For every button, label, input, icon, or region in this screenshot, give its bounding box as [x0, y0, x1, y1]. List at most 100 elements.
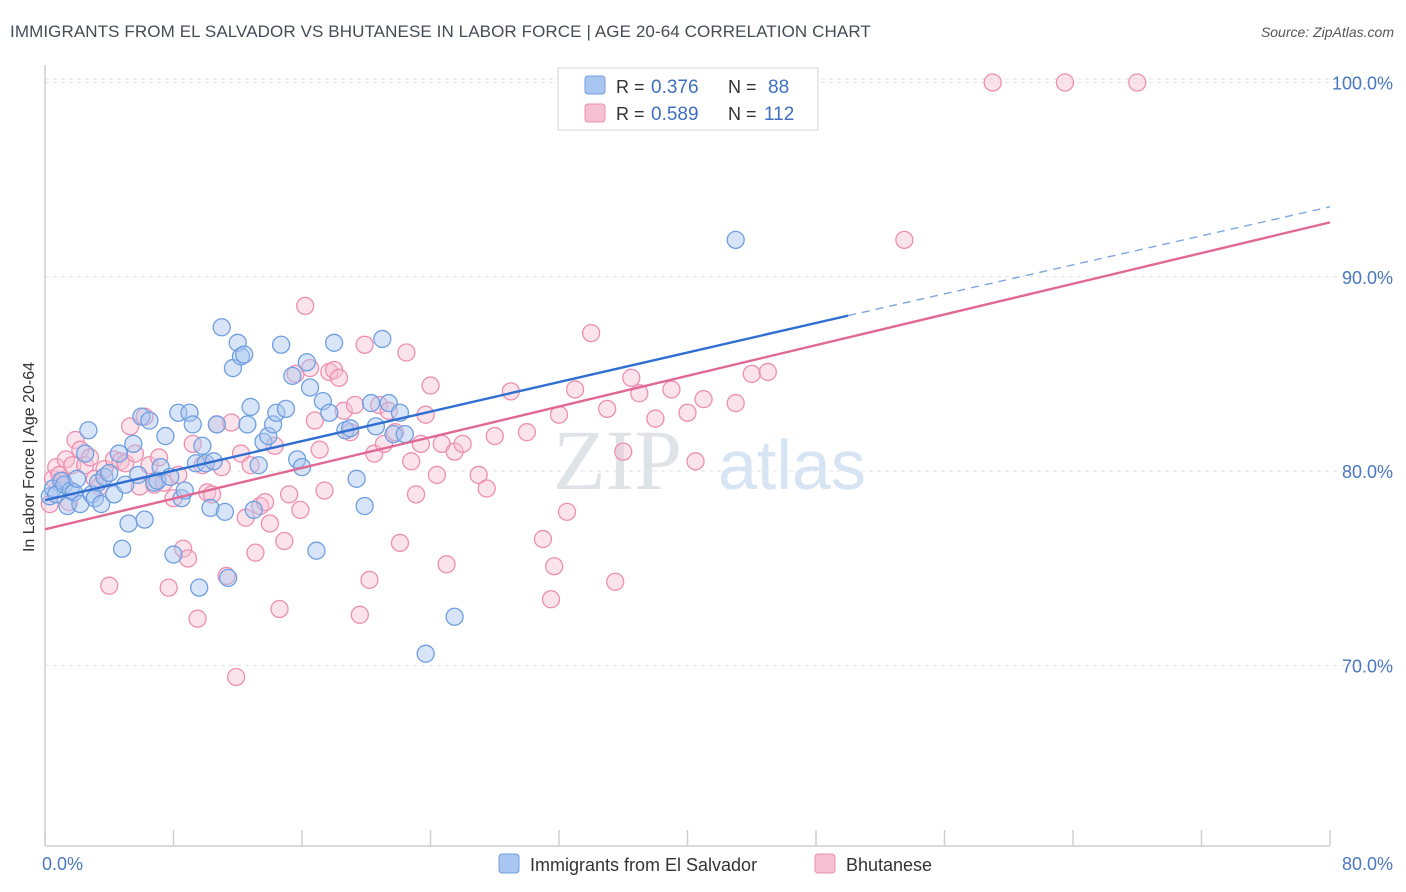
point-el-salvador-67 — [300, 378, 320, 397]
point-bhutanese-97 — [581, 323, 601, 343]
point-bhutanese-72 — [379, 401, 398, 420]
point-bhutanese-101 — [622, 368, 641, 387]
point-bhutanese-98 — [598, 399, 617, 419]
point-el-salvador-19 — [109, 444, 129, 463]
point-el-salvador-48 — [218, 568, 238, 588]
point-bhutanese-16 — [104, 450, 124, 469]
bottom-legend-label-2: Bhutanese — [846, 855, 932, 875]
point-bhutanese-80 — [421, 376, 440, 395]
point-el-salvador-37 — [180, 403, 199, 422]
point-bhutanese-74 — [390, 533, 410, 553]
point-el-salvador-83 — [416, 644, 435, 663]
watermark-zip: ZIP — [553, 412, 682, 508]
bottom-legend-swatch-pink — [814, 853, 836, 874]
legend-r-value-1: 0.376 — [651, 77, 699, 98]
point-bhutanese-48 — [260, 514, 280, 533]
point-el-salvador-26 — [135, 510, 154, 529]
legend-n-label-2: N = — [728, 104, 757, 124]
bottom-legend-swatch-blue — [498, 853, 520, 874]
trend-line-el-salvador-extension — [847, 206, 1331, 317]
point-el-salvador-74 — [347, 469, 366, 488]
trend-line-el-salvador — [44, 314, 849, 502]
y-tick-label-0: 70.0% — [1342, 656, 1393, 676]
point-el-salvador-58 — [259, 426, 278, 446]
point-bhutanese-41 — [226, 667, 246, 687]
legend-swatch-blue — [584, 75, 606, 95]
y-axis-label: In Labor Force | Age 20-64 — [21, 362, 38, 552]
point-el-salvador-40 — [190, 578, 209, 597]
point-el-salvador-85 — [726, 230, 745, 250]
point-bhutanese-31 — [178, 549, 198, 568]
point-el-salvador-27 — [140, 411, 159, 430]
point-el-salvador-11 — [79, 421, 98, 440]
legend-n-value-1: 88 — [768, 77, 789, 98]
point-bhutanese-90 — [517, 423, 537, 442]
legend: R = 0.376 N = 88 R = 0.589 N = 112 — [557, 67, 819, 131]
point-bhutanese-67 — [355, 335, 374, 354]
point-el-salvador-61 — [271, 335, 291, 354]
point-el-salvador-69 — [313, 391, 333, 411]
point-bhutanese-109 — [742, 364, 761, 384]
point-bhutanese-63 — [334, 401, 353, 420]
point-el-salvador-38 — [183, 415, 202, 434]
chart-title: IMMIGRANTS FROM EL SALVADOR VS BHUTANESE… — [10, 22, 871, 41]
point-el-salvador-50 — [228, 333, 247, 352]
point-el-salvador-33 — [164, 545, 183, 564]
y-tick-label-3: 100.0% — [1332, 73, 1393, 93]
point-el-salvador-10 — [76, 444, 95, 463]
point-bhutanese-108 — [726, 393, 745, 413]
point-el-salvador-31 — [156, 426, 175, 446]
point-bhutanese-104 — [662, 380, 681, 399]
point-el-salvador-15 — [92, 494, 111, 514]
y-tick-label-1: 80.0% — [1342, 462, 1393, 482]
point-el-salvador-63 — [283, 366, 302, 385]
point-bhutanese-62 — [329, 368, 349, 387]
point-bhutanese-57 — [305, 411, 325, 430]
point-el-salvador-78 — [373, 329, 392, 349]
point-bhutanese-92 — [541, 590, 561, 609]
axes — [44, 65, 1331, 847]
point-bhutanese-68 — [360, 570, 379, 589]
point-el-salvador-17 — [100, 463, 119, 483]
point-bhutanese-77 — [406, 485, 426, 504]
legend-r-label-1: R = — [616, 77, 645, 97]
point-el-salvador-51 — [231, 347, 251, 366]
point-el-salvador-68 — [307, 541, 326, 560]
point-el-salvador-55 — [244, 500, 263, 520]
point-bhutanese-88 — [485, 426, 504, 446]
point-bhutanese-83 — [437, 555, 456, 574]
point-bhutanese-100 — [614, 442, 633, 461]
point-el-salvador-22 — [119, 514, 138, 533]
point-bhutanese-106 — [686, 452, 705, 471]
bottom-legend: Immigrants from El Salvador Bhutanese — [498, 853, 932, 875]
point-el-salvador-53 — [238, 415, 257, 434]
legend-swatch-pink — [584, 103, 606, 123]
point-bhutanese-110 — [758, 362, 777, 382]
point-bhutanese-112 — [983, 73, 1002, 92]
legend-r-label-2: R = — [616, 104, 645, 124]
point-el-salvador-76 — [361, 393, 381, 413]
point-bhutanese-50 — [270, 599, 289, 619]
source-label: Source: ZipAtlas.com — [1260, 24, 1394, 40]
point-el-salvador-71 — [324, 333, 344, 352]
point-bhutanese-95 — [557, 502, 577, 521]
point-bhutanese-40 — [222, 413, 241, 432]
point-bhutanese-65 — [345, 395, 365, 415]
x-tick-label-0: 0.0% — [42, 854, 83, 874]
point-bhutanese-15 — [100, 576, 119, 595]
point-bhutanese-111 — [895, 230, 914, 250]
point-bhutanese-91 — [533, 529, 553, 549]
point-bhutanese-81 — [427, 465, 447, 485]
point-bhutanese-96 — [565, 380, 585, 399]
point-el-salvador-45 — [207, 415, 227, 434]
point-el-salvador-47 — [215, 502, 235, 521]
trend-lines — [44, 206, 1331, 531]
point-el-salvador-46 — [212, 318, 231, 337]
point-bhutanese-99 — [606, 572, 625, 591]
point-bhutanese-87 — [477, 479, 496, 498]
point-el-salvador-75 — [355, 496, 374, 516]
point-bhutanese-105 — [678, 403, 697, 422]
legend-n-value-2: 112 — [764, 104, 794, 125]
point-bhutanese-75 — [397, 343, 416, 362]
point-el-salvador-8 — [67, 469, 87, 488]
